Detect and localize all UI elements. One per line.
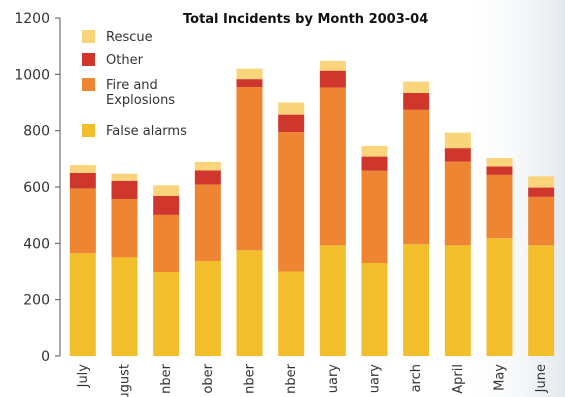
x-tick-label-november: nber	[243, 363, 258, 393]
bar-segment-rescue-may	[486, 157, 513, 167]
x-tick-label-may: May	[493, 364, 508, 391]
x-tick-label-march: arch	[409, 364, 424, 392]
bar-segment-other-august	[111, 180, 138, 200]
legend-swatch-fire-and-explosions	[82, 78, 95, 91]
bar-segment-other-july	[69, 172, 96, 189]
bar-segment-fire-and-explosions-december	[278, 132, 305, 272]
x-tick-label-december: nber	[284, 363, 299, 393]
bar-segment-other-june	[528, 187, 555, 197]
bar-segment-other-november	[236, 79, 263, 88]
bar-segment-false-alarms-april	[444, 245, 471, 356]
bar-segment-rescue-june	[528, 176, 555, 188]
bar-segment-false-alarms-august	[111, 257, 138, 356]
bar-segment-false-alarms-september	[153, 272, 180, 356]
x-tick-label-october: ober	[201, 363, 216, 393]
bar-segment-false-alarms-may	[486, 238, 513, 356]
y-tick-label: 400	[23, 236, 50, 252]
bar-segment-fire-and-explosions-january	[319, 87, 346, 246]
bar-segment-other-december	[278, 114, 305, 133]
legend-swatch-false-alarms	[82, 124, 95, 137]
legend-swatch-other	[82, 53, 95, 66]
bar-segment-rescue-march	[403, 81, 430, 93]
x-tick-label-june: June	[534, 364, 549, 393]
bar-segment-rescue-february	[361, 145, 388, 157]
bar-segment-false-alarms-june	[528, 245, 555, 356]
bar-segment-fire-and-explosions-october	[194, 184, 221, 262]
legend-swatch-rescue	[82, 30, 95, 43]
y-tick-label: 800	[23, 124, 50, 140]
x-tick-label-april: April	[451, 364, 466, 394]
bar-segment-other-april	[444, 148, 471, 162]
x-tick-label-july: July	[76, 364, 91, 389]
y-tick-label: 0	[41, 349, 50, 365]
y-tick-label: 1200	[14, 11, 50, 27]
bar-segment-false-alarms-july	[69, 253, 96, 356]
bar-segment-rescue-april	[444, 132, 471, 149]
y-tick-label: 200	[23, 293, 50, 309]
bar-segment-rescue-july	[69, 165, 96, 173]
x-tick-label-august: ugust	[118, 364, 133, 397]
bar-segment-fire-and-explosions-june	[528, 196, 555, 246]
bar-segment-other-may	[486, 166, 513, 175]
legend-label-rescue: Rescue	[106, 30, 153, 45]
y-tick-label: 1000	[14, 67, 50, 83]
bar-segment-fire-and-explosions-september	[153, 214, 180, 273]
bar-segment-rescue-november	[236, 68, 263, 80]
bar-segment-rescue-december	[278, 102, 305, 115]
bar-segment-other-september	[153, 196, 180, 215]
x-tick-label-february: uary	[368, 364, 383, 394]
bar-segment-false-alarms-march	[403, 244, 430, 356]
bar-segment-rescue-january	[319, 60, 346, 71]
bar-segment-false-alarms-january	[319, 245, 346, 356]
x-tick-label-january: uary	[326, 364, 341, 394]
y-tick-label: 600	[23, 180, 50, 196]
chart-title: Total Incidents by Month 2003-04	[183, 12, 428, 27]
bar-segment-other-february	[361, 156, 388, 171]
bar-segment-other-march	[403, 92, 430, 110]
bar-segment-false-alarms-december	[278, 271, 305, 356]
bar-segment-fire-and-explosions-march	[403, 109, 430, 245]
bar-segment-false-alarms-october	[194, 261, 221, 356]
bar-segment-false-alarms-november	[236, 250, 263, 356]
bar-segment-fire-and-explosions-may	[486, 174, 513, 239]
x-tick-label-september: nber	[159, 363, 174, 393]
bar-segment-fire-and-explosions-february	[361, 170, 388, 264]
bar-segment-fire-and-explosions-november	[236, 87, 263, 251]
legend-label-false-alarms: False alarms	[106, 124, 187, 139]
legend-label-other: Other	[106, 53, 144, 68]
bar-segment-fire-and-explosions-april	[444, 161, 471, 246]
bar-segment-rescue-september	[153, 185, 180, 197]
bar-segment-fire-and-explosions-august	[111, 199, 138, 258]
bar-segment-rescue-october	[194, 161, 221, 171]
legend-label-fire-and-explosions: Fire and Explosions	[106, 78, 175, 108]
bar-segment-other-october	[194, 170, 221, 185]
bar-segment-other-january	[319, 70, 346, 88]
bar-segment-rescue-august	[111, 173, 138, 181]
bar-segment-false-alarms-february	[361, 263, 388, 356]
bar-segment-fire-and-explosions-july	[69, 188, 96, 254]
